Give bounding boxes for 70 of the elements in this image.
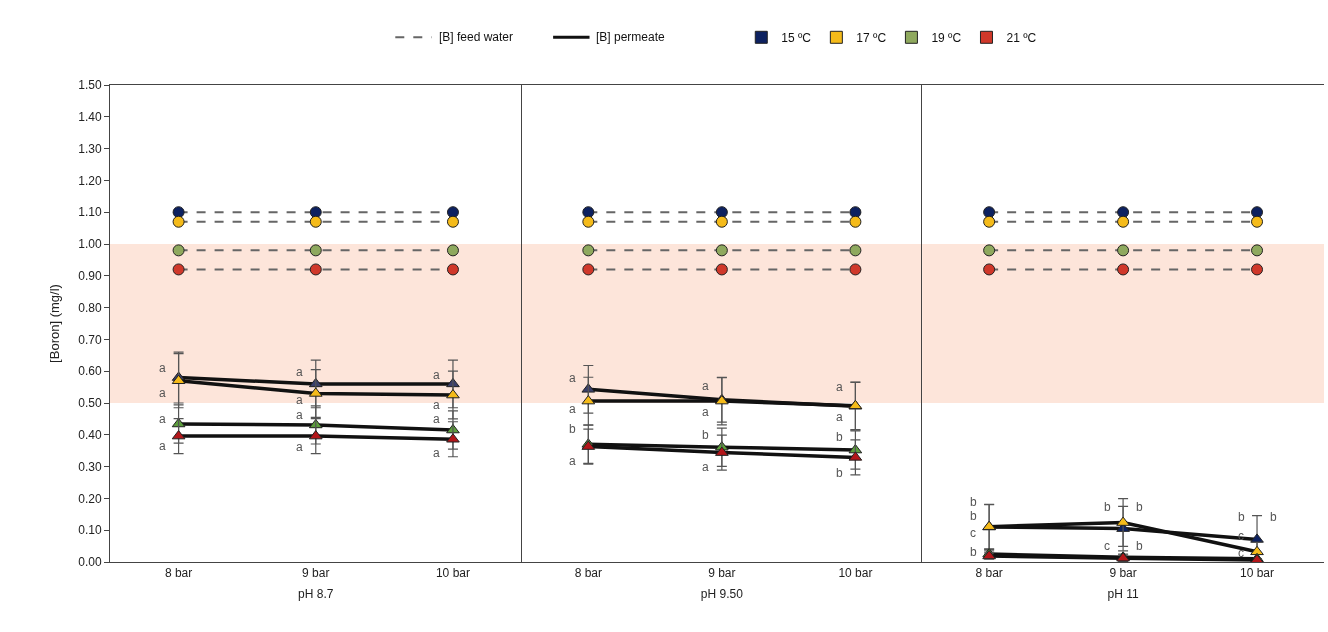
y-tick-label: 0.30: [78, 459, 102, 474]
y-tick-label: 1.40: [78, 110, 102, 124]
annotation: b: [836, 466, 843, 480]
annotation: b: [1136, 500, 1143, 514]
y-tick-label: 0.70: [78, 332, 102, 347]
y-tick-label: 0.50: [78, 396, 102, 411]
annotation: a: [296, 365, 303, 379]
annotation: b: [1270, 510, 1277, 524]
annotation: b: [970, 509, 977, 523]
x-tick-label: 8 bar: [975, 566, 1003, 581]
annotation: a: [296, 393, 303, 407]
annotation: a: [159, 412, 166, 426]
annotation: b: [970, 495, 977, 509]
x-axis-title: pH 8.7: [298, 587, 334, 602]
x-tick-label: 8 bar: [164, 566, 193, 581]
annotation: c: [1238, 546, 1244, 560]
annotation: a: [433, 412, 440, 426]
annotation: a: [569, 454, 576, 468]
annotation: a: [702, 405, 709, 419]
text: [B] permeate: [596, 30, 666, 44]
x-tick-label: 10 bar: [435, 566, 470, 581]
annotation: a: [836, 380, 843, 394]
annotation: a: [433, 368, 440, 382]
annotation: a: [159, 386, 166, 400]
x-tick-label: 9 bar: [302, 566, 330, 581]
y-axis-title: [Boron] (mg/l): [47, 284, 63, 363]
annotation: a: [159, 361, 166, 375]
legend-label: 15 ºC: [781, 30, 812, 45]
legend-label: 21 ºC: [1006, 30, 1037, 45]
x-tick-label: 9 bar: [1109, 566, 1137, 581]
y-tick-label: 0.60: [78, 364, 102, 379]
annotation: b: [970, 545, 977, 559]
y-tick-label: 0.90: [78, 269, 102, 283]
x-tick-label: 9 bar: [708, 566, 736, 581]
annotation: a: [569, 371, 576, 385]
y-tick-label: 1.20: [78, 173, 102, 188]
x-tick-label: 10 bar: [1240, 566, 1275, 581]
y-tick-label: 0.40: [78, 428, 102, 442]
annotation: b: [836, 430, 843, 444]
annotation: b: [1136, 539, 1143, 553]
annotation: a: [296, 408, 303, 422]
annotation: a: [702, 460, 709, 474]
y-tick-label: 1.00: [78, 237, 102, 252]
annotation: a: [433, 398, 440, 412]
y-tick-label: 1.50: [78, 78, 102, 93]
annotation: a: [159, 439, 166, 453]
x-axis-title: pH 9.50: [700, 587, 744, 602]
y-tick-label: 0.80: [78, 300, 102, 315]
annotation: b: [702, 428, 709, 442]
x-tick-label: 8 bar: [574, 566, 602, 581]
x-axis-title: pH 11: [1107, 587, 1139, 602]
legend-label: 19 ºC: [931, 30, 962, 45]
x-tick-label: 10 bar: [838, 566, 873, 581]
annotation: c: [970, 526, 976, 540]
y-tick-label: 0.00: [78, 555, 102, 570]
annotation: a: [702, 379, 709, 393]
legend-label: 17 ºC: [856, 30, 887, 45]
annotation: a: [836, 410, 843, 424]
annotation: b: [1104, 500, 1111, 514]
annotation: c: [1104, 539, 1110, 553]
annotation: a: [296, 440, 303, 454]
y-tick-label: 1.10: [78, 205, 102, 220]
y-tick-label: 0.20: [78, 491, 102, 506]
annotation: a: [569, 402, 576, 416]
text: [B] feed water: [439, 30, 514, 44]
y-tick-label: 0.10: [78, 523, 102, 538]
annotation: a: [433, 446, 440, 460]
annotation: b: [569, 422, 576, 436]
annotation: b: [1238, 510, 1245, 524]
y-tick-label: 1.30: [78, 141, 102, 156]
